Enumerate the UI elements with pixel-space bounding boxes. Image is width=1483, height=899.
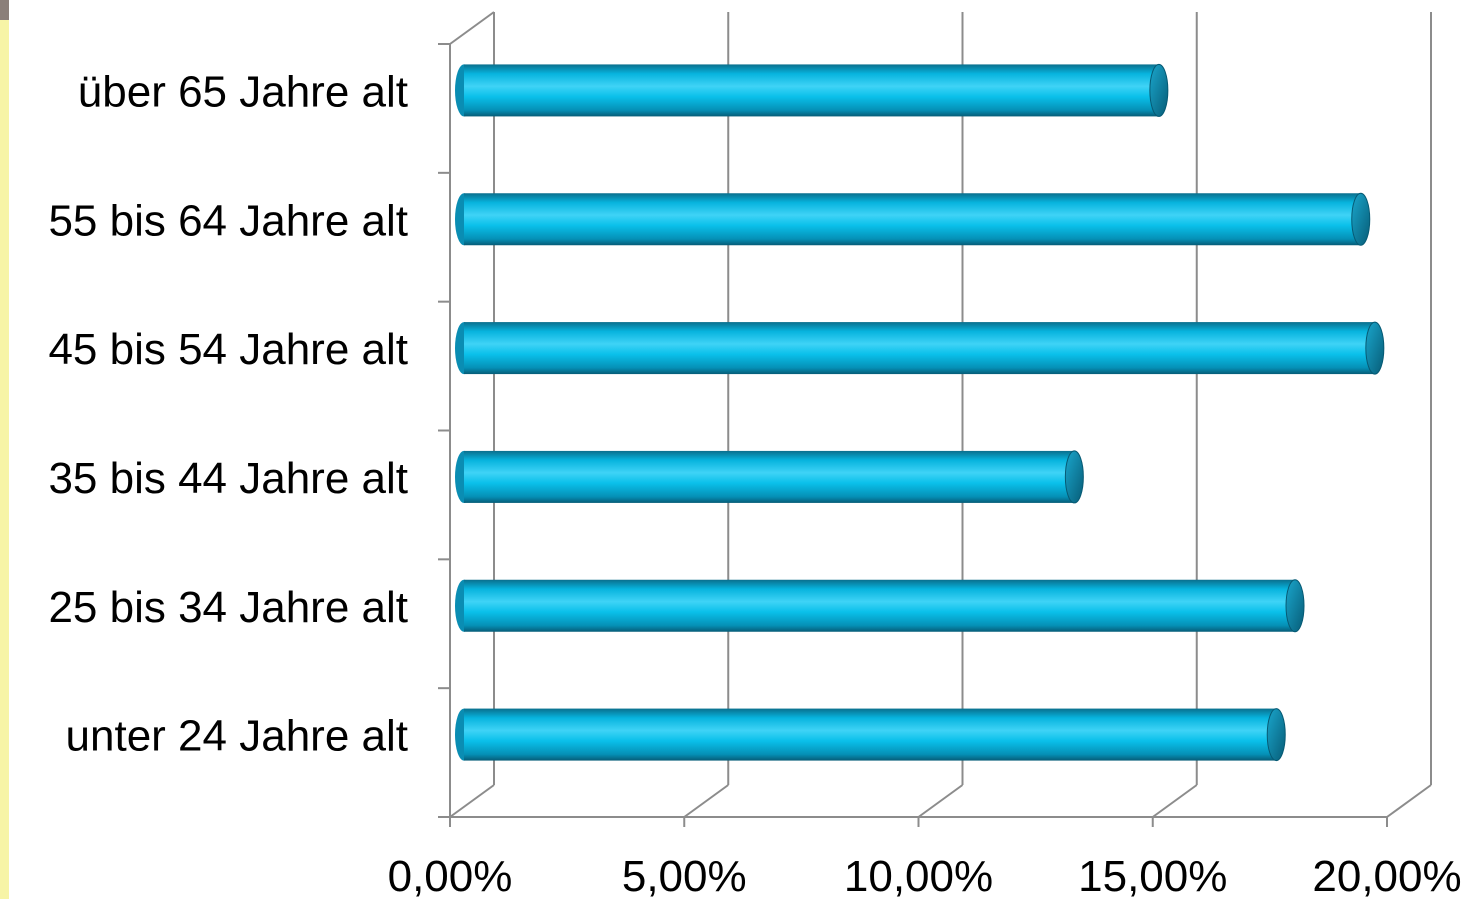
x-tick-label: 20,00% [1312, 852, 1461, 899]
axis-layer [438, 11, 1388, 827]
category-label: über 65 Jahre alt [78, 67, 408, 116]
floor-gridline [683, 784, 729, 818]
floor-gridline [1152, 784, 1198, 818]
bar [455, 579, 1305, 633]
x-tick-label: 15,00% [1078, 852, 1227, 899]
bar [455, 321, 1385, 375]
bar-end-cap [1149, 63, 1169, 117]
bars-layer [455, 63, 1385, 762]
bar [455, 450, 1084, 504]
bar-body [464, 64, 1159, 117]
category-label: 45 bis 54 Jahre alt [48, 325, 408, 374]
bar [455, 63, 1169, 117]
bar-body [464, 708, 1277, 761]
bar-end-cap [1285, 579, 1305, 633]
category-label: 55 bis 64 Jahre alt [48, 196, 408, 245]
wall-top-edge [449, 11, 495, 45]
bar-body [464, 450, 1075, 503]
bar-body [464, 579, 1296, 632]
bar-body [464, 193, 1361, 246]
bar-end-cap [1266, 708, 1286, 762]
bar [455, 708, 1286, 762]
category-label: 25 bis 34 Jahre alt [48, 583, 408, 632]
labels-layer: 0,00% 5,00% 10,00% 15,00% 20,00% über 65 Jahr… [48, 67, 1461, 899]
x-tick-label: 5,00% [622, 852, 747, 899]
corner-mark [0, 0, 9, 20]
x-tick-label: 0,00% [388, 852, 513, 899]
left-decorative-strip [0, 0, 9, 899]
bar-body [464, 322, 1375, 375]
floor-gridline [1386, 784, 1432, 818]
bar [455, 192, 1371, 246]
floor-gridline [449, 784, 495, 818]
floor-gridline [917, 784, 964, 818]
grid-layer [449, 12, 1432, 818]
bar-end-cap [1064, 450, 1084, 504]
category-label: 35 bis 44 Jahre alt [48, 454, 408, 503]
bar-end-cap [1351, 192, 1371, 246]
category-label: unter 24 Jahre alt [66, 712, 408, 761]
bar-end-cap [1365, 321, 1385, 375]
x-tick-label: 10,00% [844, 852, 993, 899]
